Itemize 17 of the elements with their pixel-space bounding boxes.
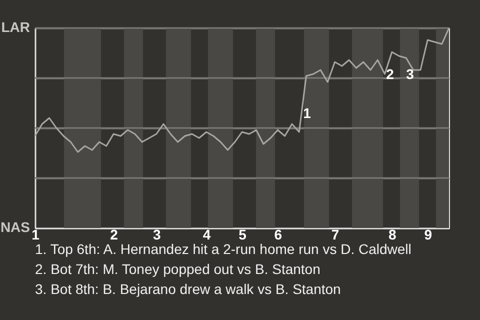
annotation: 3 — [406, 66, 414, 82]
x-tick-label: 3 — [152, 226, 161, 242]
text: LAR — [1, 19, 30, 35]
x-tick-label: 4 — [202, 226, 211, 242]
x-tick-label: 6 — [274, 226, 282, 242]
x-tick-label: 1 — [32, 226, 40, 242]
x-tick-label: 7 — [331, 226, 340, 242]
x-tick-label: 9 — [424, 226, 432, 242]
text: 2. Bot 7th: M. Toney popped out vs B. Stanton — [35, 261, 320, 277]
text: 3. Bot 8th: B. Bejarano drew a walk vs B. Stanton — [35, 281, 341, 297]
text: 1. Top 6th: A. Hernandez hit a 2-run home run vs D. Caldwell — [35, 241, 412, 257]
annotation: 1 — [303, 105, 312, 121]
x-tick-label: 8 — [388, 226, 396, 242]
annotation: 2 — [386, 66, 394, 82]
x-tick-label: 5 — [238, 226, 247, 242]
text: NAS — [0, 219, 30, 235]
x-tick-label: 2 — [110, 226, 118, 242]
